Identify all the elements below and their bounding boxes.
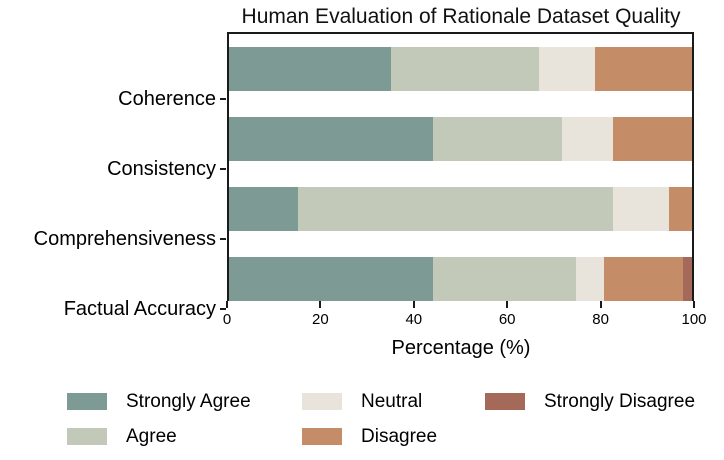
y-tick-mark bbox=[220, 238, 226, 240]
legend-swatch bbox=[67, 393, 107, 410]
x-tick-mark bbox=[693, 301, 695, 308]
legend-swatch bbox=[67, 428, 107, 445]
legend-item-agree: Agree bbox=[67, 419, 302, 454]
legend-item-strongly-agree: Strongly Agree bbox=[67, 384, 302, 419]
legend-swatch bbox=[302, 428, 342, 445]
bar-row-factual-accuracy bbox=[229, 257, 692, 301]
y-tick-label: Factual Accuracy bbox=[63, 298, 216, 320]
bar-row-consistency bbox=[229, 117, 692, 161]
x-tick-label: 100 bbox=[681, 311, 707, 328]
x-tick-label: 0 bbox=[222, 311, 232, 328]
x-tick-mark bbox=[319, 301, 322, 308]
legend-item-strongly-disagree: Strongly Disagree bbox=[485, 384, 695, 419]
bar-segment bbox=[613, 117, 692, 161]
bar-segment bbox=[229, 117, 433, 161]
bar-segment bbox=[604, 257, 683, 301]
legend-label: Disagree bbox=[361, 425, 438, 447]
bar-segment bbox=[682, 257, 692, 301]
legend-label: Neutral bbox=[361, 390, 423, 412]
bar-segment bbox=[391, 47, 540, 91]
legend-swatch bbox=[485, 393, 525, 410]
x-tick-label: 80 bbox=[592, 311, 609, 328]
bar-segment bbox=[562, 117, 614, 161]
y-tick-label: Coherence bbox=[118, 88, 216, 110]
bar-row-coherence bbox=[229, 47, 692, 91]
y-tick-mark bbox=[220, 168, 226, 170]
bar-segment bbox=[576, 257, 605, 301]
x-tick-mark bbox=[412, 301, 415, 308]
legend: Strongly Agree Agree Neutral Disagree Strong… bbox=[67, 384, 695, 454]
legend-label: Strongly Agree bbox=[126, 390, 251, 412]
legend-label: Strongly Disagree bbox=[544, 390, 696, 412]
x-tick-label: 40 bbox=[405, 311, 423, 328]
plot-area bbox=[227, 32, 694, 301]
x-tick-mark bbox=[226, 301, 228, 308]
bar-row-comprehensiveness bbox=[229, 187, 692, 231]
bar-segment bbox=[229, 47, 392, 91]
bar-segment bbox=[229, 187, 299, 231]
x-tick-mark bbox=[506, 301, 509, 308]
legend-swatch bbox=[302, 393, 342, 410]
y-tick-label: Consistency bbox=[107, 158, 216, 180]
x-axis-label: Percentage (%) bbox=[391, 337, 531, 359]
legend-label: Agree bbox=[126, 425, 177, 447]
legend-item-disagree: Disagree bbox=[302, 419, 485, 454]
y-tick-label: Comprehensiveness bbox=[33, 228, 216, 250]
y-tick-mark bbox=[220, 98, 226, 100]
bar-segment bbox=[613, 187, 669, 231]
x-tick-label: 60 bbox=[498, 311, 516, 328]
legend-item-neutral: Neutral bbox=[302, 384, 485, 419]
chart-title: Human Evaluation of Rationale Dataset Qu… bbox=[241, 5, 681, 28]
bar-segment bbox=[594, 47, 692, 91]
bar-segment bbox=[229, 257, 433, 301]
bar-segment bbox=[539, 47, 595, 91]
bar-segment bbox=[432, 257, 577, 301]
y-tick-mark bbox=[220, 308, 226, 310]
bar-segment bbox=[668, 187, 692, 231]
x-tick-label: 20 bbox=[312, 311, 329, 328]
bar-segment bbox=[432, 117, 563, 161]
bar-segment bbox=[298, 187, 614, 231]
x-tick-mark bbox=[599, 301, 602, 308]
legend-spacer bbox=[485, 419, 695, 454]
